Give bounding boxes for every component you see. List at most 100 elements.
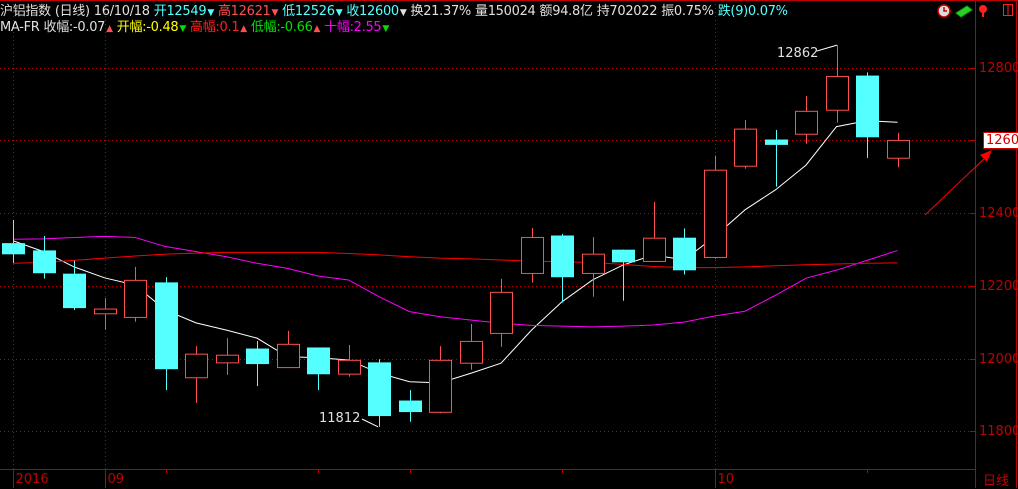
pin-icon[interactable] [977,4,989,18]
candle [33,236,56,279]
ten-range: 十幅:2.55 [324,20,382,35]
candle [94,298,117,330]
candle [277,330,300,369]
candle-body [521,236,544,274]
candle-body [826,75,849,111]
high-leader [816,44,838,52]
annotation-leaders [361,44,838,428]
candle-body [734,128,757,167]
candle [704,155,727,259]
period-label[interactable]: 日线 [983,474,1010,489]
candle-body [490,291,513,334]
candle [521,228,544,283]
candle [734,120,757,169]
candles [2,45,910,427]
candle-body [338,359,361,375]
indicator-name[interactable]: MA-FR [0,20,40,35]
candle-body [673,237,696,271]
candle [856,72,879,158]
candle [490,278,513,347]
low-range: 低幅:-0.66 [250,20,313,35]
candle-body [185,353,208,379]
candle-body [246,348,269,365]
candle [795,96,818,144]
candle [155,277,178,391]
candle [368,359,391,427]
x-tick-label: 2016 [15,472,49,487]
open-interest: 持702022 [596,4,658,19]
candle-body [460,340,483,364]
book-icon[interactable] [955,4,973,18]
candle-body [155,282,178,370]
ma-line-2 [12,235,898,328]
ma-line-1 [12,120,898,384]
down-arrow-icon: ▼ [399,8,407,18]
x-tick-label: 09 [107,472,125,487]
candle [185,346,208,403]
candle-body [429,359,452,413]
candle-body [856,75,879,138]
turnover: 换21.37% [410,4,472,19]
down-arrow-icon: ▼ [335,8,343,18]
candle-body [887,139,910,159]
up-arrow-icon: ▲ [240,24,247,34]
candle-body [582,253,605,274]
candle-body [368,362,391,417]
trend-arrow [924,150,992,216]
moving-averages [12,120,898,384]
low-leader [361,418,379,428]
candle [124,266,147,322]
candle-body [795,110,818,135]
change: 跌(9)0.07% [717,4,788,19]
period: (日线) [54,4,90,19]
high-annotation: 12862 [777,46,819,61]
candle [765,129,788,187]
candle [63,260,86,311]
instrument-name: 沪铝指数 [0,4,51,19]
candle [2,220,25,263]
candle-body [33,250,56,274]
candle [216,338,239,375]
y-tick-label: 12200 [979,278,1018,294]
high-range: 高幅:0.1 [190,20,240,35]
quote-header: 沪铝指数 (日线) 16/10/18 开12549▼ 高12621▼ 低12526▼ 收12… [0,4,792,21]
candle-body [307,347,330,375]
candle-body [643,237,666,262]
ma-line-3 [12,251,898,269]
candle-body [124,279,147,318]
candle-body [765,139,788,145]
date: 16/10/18 [93,4,150,19]
candle [582,237,605,297]
y-tick-label: 12000 [979,351,1018,367]
open-range: 开幅:-0.48 [116,20,179,35]
down-arrow-icon: ▼ [271,8,279,18]
clock-icon[interactable] [937,4,951,18]
low-annotation: 11812 [319,411,361,426]
up-arrow-icon: ▲ [106,24,113,34]
candle [307,347,330,391]
window-icon[interactable] [1003,4,1013,16]
candle [460,323,483,370]
candle [612,249,635,301]
candle [429,346,452,414]
candle [246,341,269,387]
candle-body [216,354,239,364]
candle-body [2,243,25,255]
y-tick-label: 11800 [979,423,1018,439]
last-price-tag: 12600 [983,132,1018,149]
candle [643,201,666,262]
candle-body [704,169,727,258]
volume: 量150024 [475,4,536,19]
candle [399,390,422,422]
candle-body [277,343,300,369]
candle-body [399,400,422,413]
up-arrow-icon: ▲ [313,24,321,34]
candle-body [63,273,86,309]
close-price: 收12600 [346,4,399,19]
candle-body [94,308,117,315]
down-arrow-icon: ▼ [382,24,390,34]
open-price: 开12549 [153,4,207,19]
candle [338,345,361,377]
x-tick-label: 10 [717,472,735,487]
close-range: 收幅:-0.07 [43,20,106,35]
